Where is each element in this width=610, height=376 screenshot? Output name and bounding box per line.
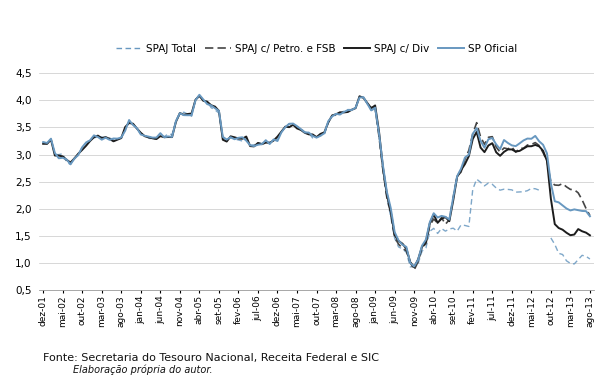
SPAJ c/ Petro. e FSB bbox=[430, 217, 437, 221]
SP Oficial bbox=[43, 141, 51, 145]
SPAJ c/ Div bbox=[567, 233, 574, 238]
Text: Fonte: Secretaria do Tesouro Nacional, Receita Federal e SIC: Fonte: Secretaria do Tesouro Nacional, R… bbox=[43, 353, 379, 363]
SP Oficial bbox=[71, 156, 78, 161]
SPAJ c/ Div bbox=[411, 265, 418, 270]
Line: SPAJ Total: SPAJ Total bbox=[43, 96, 539, 267]
Text: Elaboração própria do autor.: Elaboração própria do autor. bbox=[73, 365, 213, 375]
SP Oficial bbox=[567, 208, 574, 213]
SPAJ Total bbox=[536, 188, 543, 193]
SPAJ Total bbox=[160, 134, 168, 139]
SPAJ Total bbox=[520, 190, 527, 194]
SPAJ c/ Div bbox=[40, 141, 47, 146]
SPAJ c/ Div bbox=[524, 144, 531, 149]
SPAJ Total bbox=[223, 137, 231, 142]
Line: SPAJ c/ Petro. e FSB: SPAJ c/ Petro. e FSB bbox=[371, 107, 590, 270]
SPAJ Total bbox=[473, 177, 480, 181]
Legend: SPAJ Total, SPAJ c/ Petro. e FSB, SPAJ c/ Div, SP Oficial: SPAJ Total, SPAJ c/ Petro. e FSB, SPAJ c… bbox=[112, 39, 521, 58]
SPAJ c/ Petro. e FSB bbox=[411, 268, 418, 272]
SPAJ c/ Div bbox=[586, 233, 594, 238]
SPAJ Total bbox=[243, 136, 250, 141]
SP Oficial bbox=[40, 140, 47, 144]
SPAJ Total bbox=[407, 265, 414, 269]
SP Oficial bbox=[586, 214, 594, 218]
SPAJ c/ Petro. e FSB bbox=[520, 146, 527, 150]
SPAJ Total bbox=[40, 139, 47, 144]
SP Oficial bbox=[223, 137, 231, 142]
SP Oficial bbox=[196, 92, 203, 97]
SPAJ c/ Petro. e FSB bbox=[586, 213, 594, 218]
Line: SPAJ c/ Div: SPAJ c/ Div bbox=[43, 96, 590, 267]
SPAJ Total bbox=[356, 94, 363, 99]
SPAJ Total bbox=[297, 127, 304, 131]
SPAJ c/ Petro. e FSB bbox=[524, 143, 531, 147]
Line: SP Oficial: SP Oficial bbox=[43, 95, 590, 267]
SP Oficial bbox=[411, 264, 418, 269]
SPAJ c/ Petro. e FSB bbox=[375, 135, 382, 139]
SPAJ c/ Div bbox=[196, 94, 203, 98]
SPAJ c/ Div bbox=[43, 141, 51, 146]
SPAJ c/ Petro. e FSB bbox=[379, 168, 387, 173]
SPAJ c/ Div bbox=[512, 149, 519, 154]
SPAJ c/ Div bbox=[223, 139, 231, 144]
SPAJ c/ Petro. e FSB bbox=[465, 148, 473, 153]
SPAJ c/ Div bbox=[71, 156, 78, 161]
SPAJ c/ Petro. e FSB bbox=[368, 105, 375, 109]
SP Oficial bbox=[524, 136, 531, 141]
SP Oficial bbox=[512, 144, 519, 149]
